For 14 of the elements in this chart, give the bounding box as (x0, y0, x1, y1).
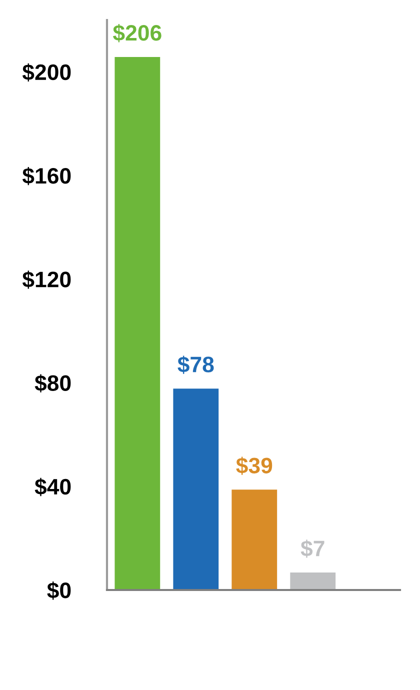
data-label: $206 (112, 24, 162, 42)
data-label: $7 (300, 540, 324, 558)
data-label: $39 (236, 456, 272, 475)
y-tick-label: $200 (22, 63, 71, 82)
bar (172, 387, 220, 590)
bar (113, 56, 162, 590)
y-tick-label: $120 (22, 270, 71, 289)
y-tick-label: $0 (47, 582, 71, 600)
bar (288, 571, 337, 590)
y-tick-label: $80 (34, 374, 71, 392)
bar (230, 488, 278, 590)
y-tick-label: $160 (22, 167, 71, 186)
y-tick-label: $40 (34, 478, 71, 496)
data-label: $78 (178, 356, 214, 374)
